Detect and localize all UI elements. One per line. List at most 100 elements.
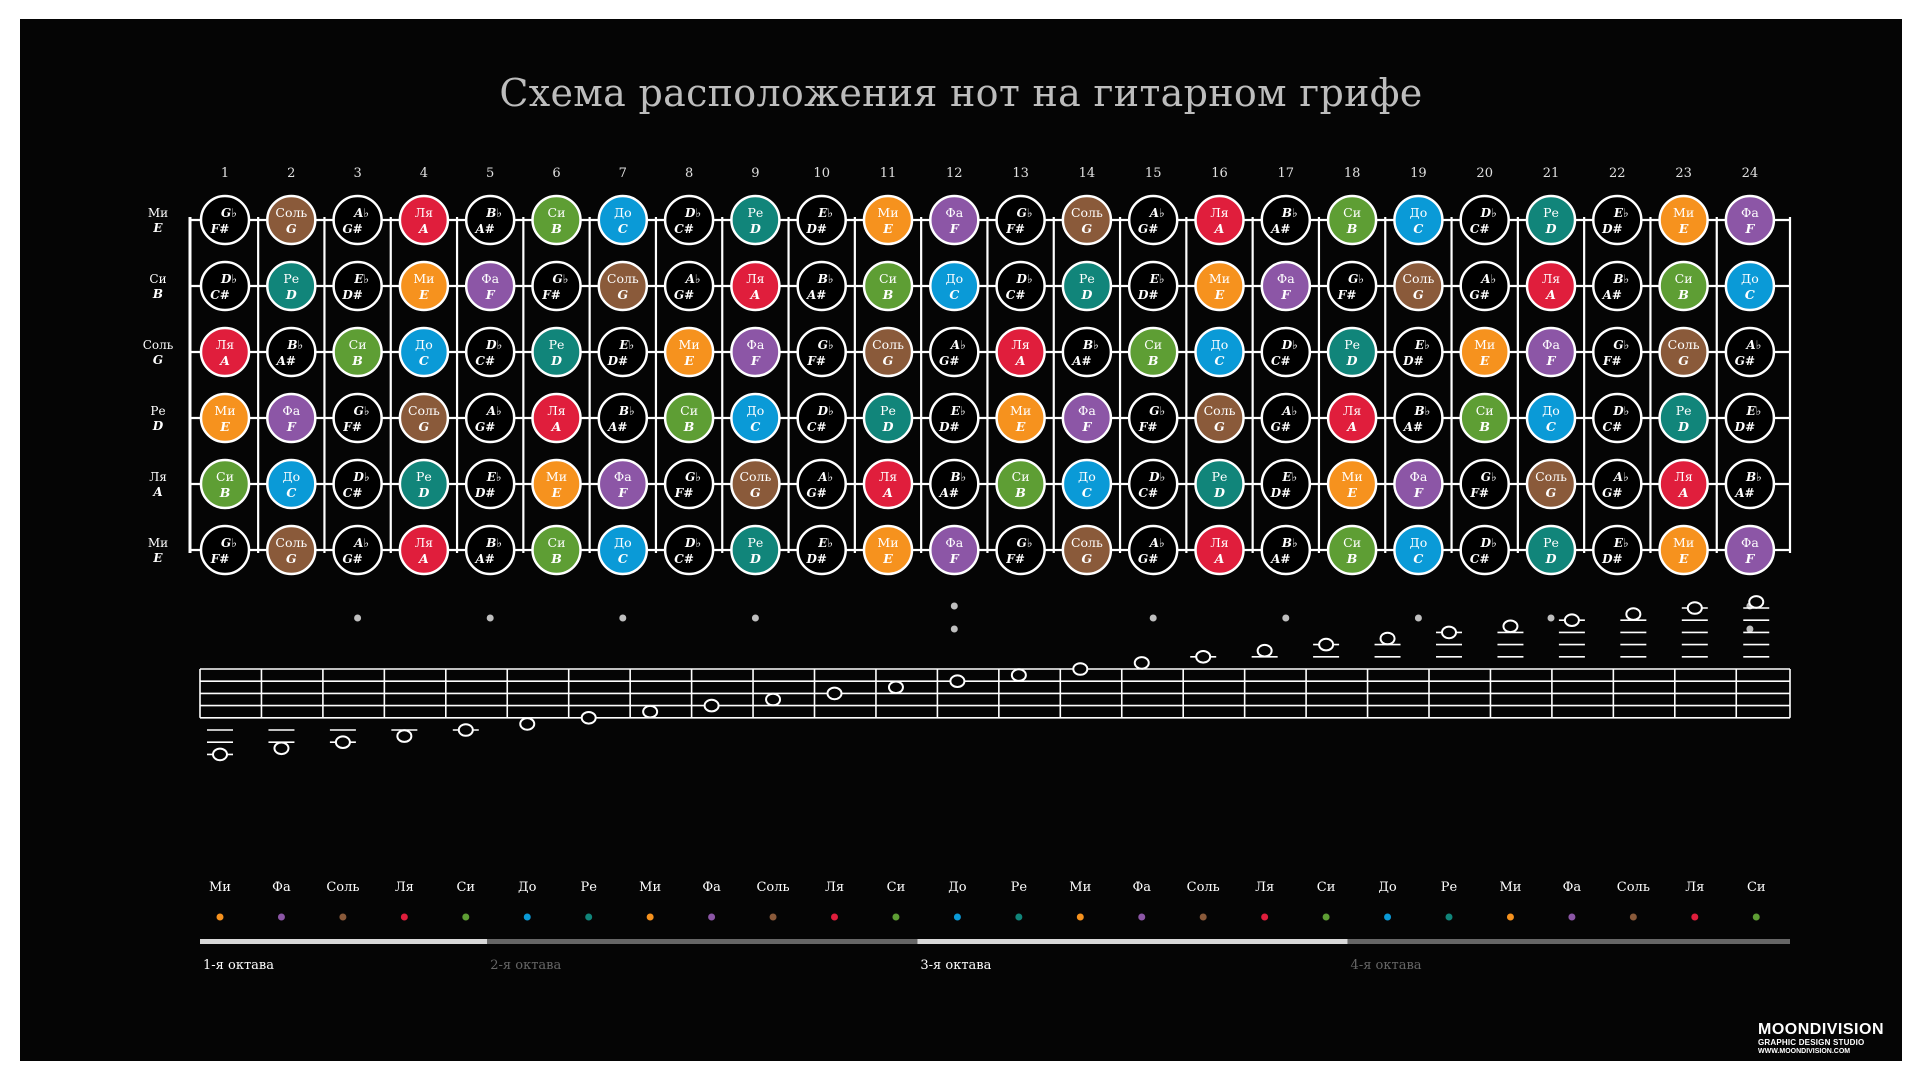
note-name-ru: Си	[1476, 403, 1494, 418]
note-name-ru: Ля	[746, 271, 764, 286]
note-name-ru: Ля	[415, 535, 433, 550]
note-flat: E♭	[1613, 206, 1629, 220]
note-disc	[1326, 326, 1378, 378]
note-circle: B♭ A#	[464, 194, 516, 246]
note-circle: ЛяA	[199, 326, 251, 378]
staff-note	[765, 692, 782, 707]
note-disc	[929, 194, 980, 246]
staff-color-dot	[1691, 913, 1699, 921]
note-circle: ЛяA	[398, 524, 450, 576]
note-circle: СиB	[1326, 524, 1378, 576]
note-disc	[1393, 458, 1444, 510]
note-disc	[199, 392, 251, 444]
note-name-ru: Ля	[547, 403, 565, 418]
inlay-dot	[1149, 614, 1157, 622]
note-name-ru: Фа	[1542, 337, 1560, 352]
note-disc	[464, 524, 516, 576]
note-disc	[332, 524, 383, 576]
note-name-ru: Соль	[1535, 469, 1567, 484]
note-disc	[1260, 326, 1312, 378]
staff-note-name: Ми	[1069, 880, 1091, 895]
inlay-dot	[1414, 614, 1422, 622]
note-name-ru: Ре	[1212, 469, 1228, 484]
note-name-en: G	[1678, 353, 1689, 368]
note-circle: СиB	[1326, 194, 1378, 246]
note-head	[703, 698, 720, 713]
note-name-en: F	[949, 551, 960, 566]
staff-note-name: Фа	[272, 880, 291, 895]
note-circle: РеD	[1525, 524, 1577, 576]
staff-note	[949, 674, 966, 689]
note-flat: B♭	[1612, 272, 1629, 286]
inlay-markers	[354, 602, 1754, 633]
fret-number: 24	[1742, 166, 1759, 181]
note-disc	[266, 194, 317, 246]
note-head	[642, 704, 659, 719]
note-disc	[1326, 194, 1378, 246]
inlay-dot	[619, 614, 627, 622]
staff-note-name: Ре	[1011, 880, 1028, 895]
fret-number: 10	[813, 166, 830, 181]
note-name-ru: Ми	[1010, 403, 1031, 418]
note-circle: РеD	[730, 524, 781, 576]
note-circle: G♭ F#	[199, 194, 251, 246]
note-sharp: F#	[210, 222, 230, 236]
note-name-en: B	[1014, 485, 1026, 500]
note-name-en: F	[286, 419, 297, 434]
note-name-en: E	[683, 353, 694, 368]
staff-color-dot	[1076, 913, 1084, 921]
note-sharp: D#	[805, 222, 826, 236]
note-circle: E♭ D#	[1724, 392, 1776, 444]
note-circle: G♭ F#	[1459, 458, 1510, 510]
note-disc	[929, 524, 980, 576]
note-name-ru: Фа	[1277, 271, 1295, 286]
note-sharp: F#	[342, 420, 362, 434]
note-name-en: D	[882, 419, 894, 434]
note-circle: МиE	[862, 194, 914, 246]
note-sharp: A#	[475, 222, 495, 236]
note-disc	[332, 260, 383, 312]
note-circle: D♭ C#	[663, 194, 715, 246]
note-name-ru: Си	[548, 535, 566, 550]
note-disc	[531, 326, 582, 378]
note-circle: МиE	[995, 392, 1046, 444]
staff-color-dot	[1568, 913, 1576, 921]
note-circle: СиB	[199, 458, 251, 510]
note-name-ru: Ре	[1543, 535, 1559, 550]
note-circle: РеD	[1658, 392, 1709, 444]
note-circle: ДоC	[398, 326, 450, 378]
staff-color-dot	[277, 913, 285, 921]
note-flat: G♭	[1017, 536, 1033, 550]
staff-note	[703, 698, 720, 713]
note-name-ru: Си	[879, 271, 897, 286]
octave-bars	[200, 939, 1790, 944]
fret-number: 6	[552, 166, 560, 181]
note-name-en: G	[1413, 287, 1424, 302]
note-circle: ФаF	[730, 326, 781, 378]
octave-bar	[917, 939, 1348, 944]
note-disc	[266, 392, 317, 444]
note-disc	[1127, 260, 1179, 312]
fret-number: 2	[287, 166, 295, 181]
note-name-ru: Ми	[1474, 337, 1495, 352]
note-circle: A♭ G#	[1592, 458, 1643, 510]
note-sharp: D#	[1734, 420, 1755, 434]
note-name-ru: Фа	[746, 337, 764, 352]
note-sharp: F#	[1469, 486, 1489, 500]
note-circle: ФаF	[1724, 524, 1776, 576]
note-head	[887, 680, 904, 695]
note-circle: B♭ A#	[1724, 458, 1776, 510]
note-name-en: G	[419, 419, 430, 434]
staff-note-name: Ми	[1499, 880, 1521, 895]
staff-note-name: Си	[887, 880, 906, 895]
note-name-en: D	[749, 551, 761, 566]
fretboard-grid	[188, 217, 1792, 553]
note-name-ru: Соль	[872, 337, 904, 352]
note-name-ru: Ми	[413, 271, 434, 286]
note-head	[1502, 619, 1519, 634]
note-name-ru: Си	[349, 337, 367, 352]
staff-note	[452, 723, 479, 737]
note-circle: ДоC	[266, 458, 317, 510]
note-circle: E♭ D#	[1127, 260, 1179, 312]
note-circle: E♭ D#	[929, 392, 980, 444]
